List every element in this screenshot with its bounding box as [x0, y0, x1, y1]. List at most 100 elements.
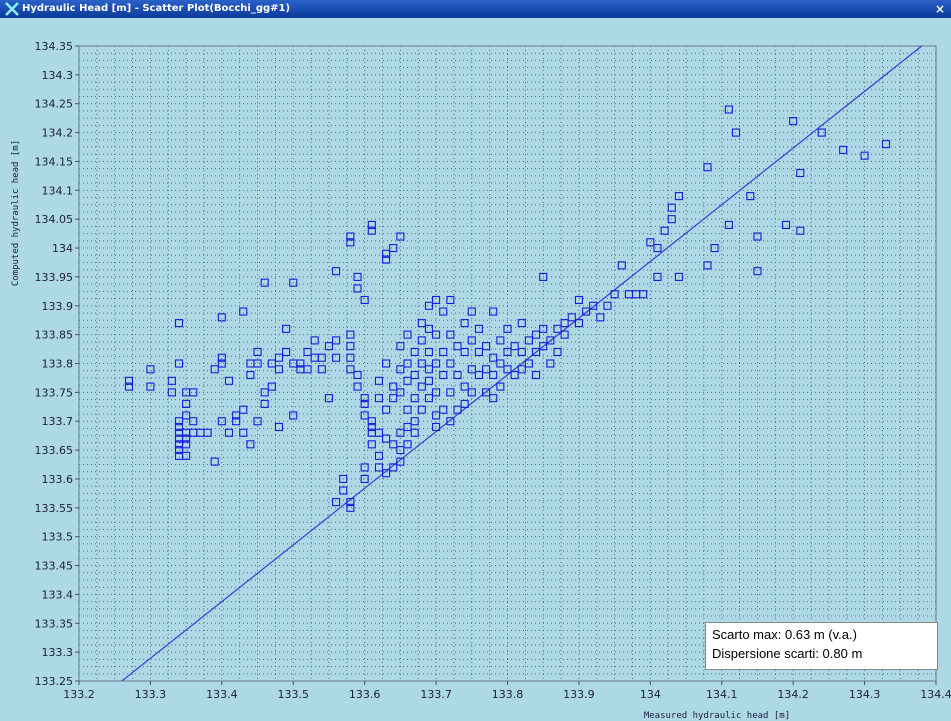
scatter-point	[324, 394, 334, 403]
x-logo-icon	[5, 2, 19, 16]
scatter-point	[646, 238, 655, 247]
scatter-point	[553, 347, 562, 357]
scatter-point	[346, 497, 355, 507]
scatter-point	[532, 347, 541, 357]
scatter-point	[674, 192, 683, 201]
y-tick-label: 134.35	[35, 40, 74, 53]
scatter-point	[174, 446, 184, 455]
scatter-point	[410, 394, 419, 403]
y-axis-label: Computed hydraulic head [m]	[11, 140, 21, 286]
scatter-point	[653, 243, 662, 253]
scatter-point	[417, 336, 426, 345]
x-tick-label: 133.8	[492, 688, 524, 701]
x-tick-label: 133.9	[563, 688, 595, 701]
scatter-point	[496, 336, 505, 345]
scatter-point	[560, 330, 569, 339]
scatter-point	[360, 411, 369, 420]
scatter-point	[196, 428, 205, 437]
scatter-point	[374, 394, 384, 403]
scatter-point	[332, 267, 341, 276]
scatter-point	[332, 497, 341, 507]
y-tick-label: 134.1	[42, 184, 74, 197]
scatter-point	[510, 342, 519, 351]
scatter-point	[446, 388, 455, 397]
scatter-point	[389, 440, 398, 449]
scatter-point	[382, 359, 391, 368]
scatter-point	[817, 128, 826, 137]
scatter-point	[396, 388, 405, 397]
scatter-point	[496, 359, 505, 368]
scatter-point	[396, 232, 405, 241]
scatter-point	[432, 359, 441, 368]
scatter-point	[374, 376, 384, 385]
scatter-point	[432, 411, 441, 420]
scatter-point	[467, 336, 476, 345]
scatter-point	[382, 255, 391, 264]
scatter-point	[317, 365, 326, 374]
scatter-point	[532, 370, 541, 380]
scatter-point	[367, 417, 376, 426]
scatter-point	[346, 330, 355, 339]
scatter-point	[474, 370, 483, 380]
scatter-point	[660, 226, 669, 235]
scatter-point	[382, 469, 391, 478]
y-tick-label: 133.75	[35, 386, 74, 399]
scatter-point	[467, 388, 476, 397]
scatter-point	[703, 163, 712, 172]
scatter-point	[146, 365, 155, 374]
scatter-point	[574, 319, 583, 328]
scatter-point	[439, 370, 448, 380]
scatter-point	[274, 353, 284, 362]
scatter-point	[503, 324, 512, 333]
x-tick-label: 133.2	[63, 688, 95, 701]
scatter-point	[460, 319, 469, 328]
y-tick-label: 134.2	[42, 127, 74, 140]
scatter-point	[346, 232, 355, 241]
scatter-point	[303, 365, 312, 374]
scatter-chart: 133.2 133.3 133.4 133.5 133.6 133.7 133.8 133.9…	[11, 40, 951, 721]
scatter-point	[253, 347, 262, 357]
scatter-point	[553, 324, 562, 333]
scatter-point	[217, 353, 226, 362]
scatter-point	[396, 428, 405, 437]
y-tick-label: 134.15	[35, 155, 74, 168]
scatter-point	[339, 486, 348, 495]
identity-line	[121, 45, 923, 682]
close-button[interactable]: ×	[934, 2, 946, 16]
scatter-point	[346, 238, 355, 247]
scatter-point	[367, 422, 376, 432]
scatter-point	[546, 336, 555, 345]
scatter-point	[167, 376, 176, 385]
scatter-point	[239, 405, 248, 414]
scatter-point	[467, 307, 476, 316]
scatter-point	[482, 342, 491, 351]
scatter-point	[424, 301, 433, 310]
scatter-point	[453, 405, 462, 414]
scatter-point	[410, 370, 419, 380]
scatter-point	[324, 342, 334, 351]
scatter-point	[410, 347, 419, 357]
scatter-point	[332, 353, 341, 362]
scatter-point	[353, 272, 362, 281]
scatter-point	[539, 272, 548, 281]
scatter-point	[589, 301, 598, 310]
scatter-point	[439, 307, 448, 316]
scatter-point	[653, 272, 662, 281]
scatter-point	[396, 457, 405, 466]
scatter-point	[746, 192, 755, 201]
scatter-point	[360, 295, 369, 305]
scatter-point	[217, 417, 226, 426]
scatter-point	[182, 434, 191, 443]
scatter-points	[124, 105, 891, 512]
scatter-point	[667, 215, 676, 224]
scatter-point	[517, 365, 526, 374]
grid	[78, 45, 937, 682]
scatter-point	[489, 394, 498, 403]
scatter-point	[289, 278, 298, 287]
scatter-point	[796, 226, 805, 235]
scatter-point	[881, 140, 891, 149]
scatter-point	[274, 422, 284, 432]
scatter-point	[439, 405, 448, 414]
scatter-point	[539, 342, 548, 351]
x-tick-label: 133.7	[420, 688, 452, 701]
